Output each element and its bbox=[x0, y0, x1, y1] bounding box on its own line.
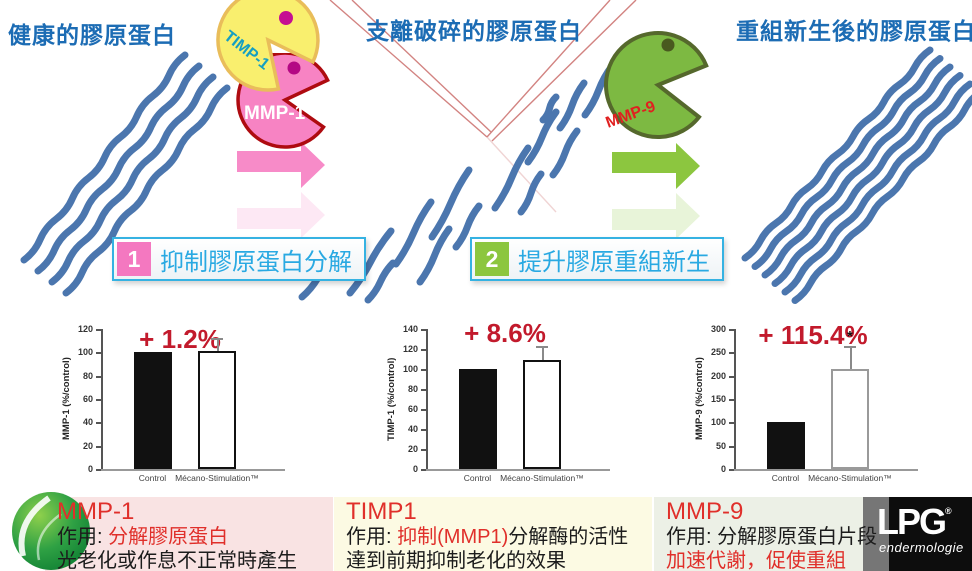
info-line2-timp1: 達到前期抑制老化的效果 bbox=[346, 550, 566, 571]
info-line1-timp1: 作用: 抑制(MMP1)分解酶的活性 bbox=[346, 526, 629, 548]
info-line2-mmp9: 加速代謝，促使重組 bbox=[666, 550, 846, 571]
timp1-pacman-icon: TIMP-1 bbox=[216, 0, 320, 92]
chart-delta-timp1: + 8.6% bbox=[464, 318, 546, 348]
info-line1-mmp1: 作用: 分解膠原蛋白 bbox=[57, 526, 229, 548]
info-box-timp1: TIMP1 作用: 抑制(MMP1)分解酶的活性 達到前期抑制老化的效果 bbox=[334, 497, 652, 571]
info-title-mmp1: MMP-1 bbox=[57, 498, 135, 525]
green-globe-icon bbox=[12, 492, 90, 570]
light-beam-lines bbox=[329, 0, 637, 213]
pink-arrow-icon bbox=[237, 142, 325, 238]
step-label-2: 提升膠原重組新生 bbox=[518, 248, 710, 276]
step-number-1: 1 bbox=[117, 242, 151, 276]
chart-mmp1: 0 20 40 60 80 100 120 Control Mécano-Stimulation… bbox=[55, 321, 305, 489]
green-arrow-icon bbox=[612, 143, 700, 239]
step-label-1: 抑制膠原蛋白分解 bbox=[160, 248, 352, 276]
mmp1-eye bbox=[287, 61, 301, 75]
chart-delta-mmp1: + 1.2% bbox=[139, 324, 221, 354]
info-title-timp1: TIMP1 bbox=[346, 498, 417, 525]
chart-timp1: 0 20 40 60 80 100 120 140 Control Mécano-Stimulat… bbox=[380, 321, 630, 489]
step-badge-1: 1 抑制膠原蛋白分解 bbox=[112, 237, 366, 281]
info-line1-mmp9: 作用: 分解膠原蛋白片段 bbox=[666, 526, 878, 548]
stage-title-healthy: 健康的膠原蛋白 bbox=[8, 22, 176, 48]
info-line2-mmp1: 光老化或作息不正常時產生 bbox=[57, 550, 297, 571]
mmp9-eye bbox=[661, 38, 675, 52]
info-box-mmp1: MMP-1 作用: 分解膠原蛋白 光老化或作息不正常時產生 bbox=[12, 492, 333, 571]
collagen-fibers-regenerated bbox=[741, 46, 972, 304]
registered-mark: ® bbox=[945, 506, 952, 516]
info-title-mmp9: MMP-9 bbox=[666, 498, 744, 525]
stage-title-regenerated: 重組新生後的膠原蛋白 bbox=[736, 18, 972, 44]
chart-mmp9: 0 50 100 150 200 250 300 Control * Mécano-Stimula… bbox=[688, 321, 938, 489]
collagen-fibers-healthy bbox=[20, 51, 231, 297]
chart-delta-mmp9: + 115.4% bbox=[758, 320, 868, 350]
mmp1-label: MMP-1 bbox=[244, 103, 306, 124]
timp1-eye bbox=[279, 11, 293, 25]
lpg-sub-brand: endermologie bbox=[879, 540, 964, 555]
step-number-2: 2 bbox=[475, 242, 509, 276]
info-box-mmp9: MMP-9 作用: 分解膠原蛋白片段 加速代謝，促使重組 bbox=[654, 497, 908, 571]
mmp9-pacman-icon: MMP-9 bbox=[604, 31, 709, 140]
lpg-logo-strip bbox=[863, 497, 889, 571]
lpg-logo: LPG® endermologie bbox=[863, 497, 972, 571]
stage-title-fragmented: 支離破碎的膠原蛋白 bbox=[366, 18, 582, 44]
step-badge-2: 2 提升膠原重組新生 bbox=[470, 237, 724, 281]
collagen-fibers-fragmented bbox=[298, 62, 616, 304]
lpg-brand: LPG® bbox=[877, 501, 952, 542]
